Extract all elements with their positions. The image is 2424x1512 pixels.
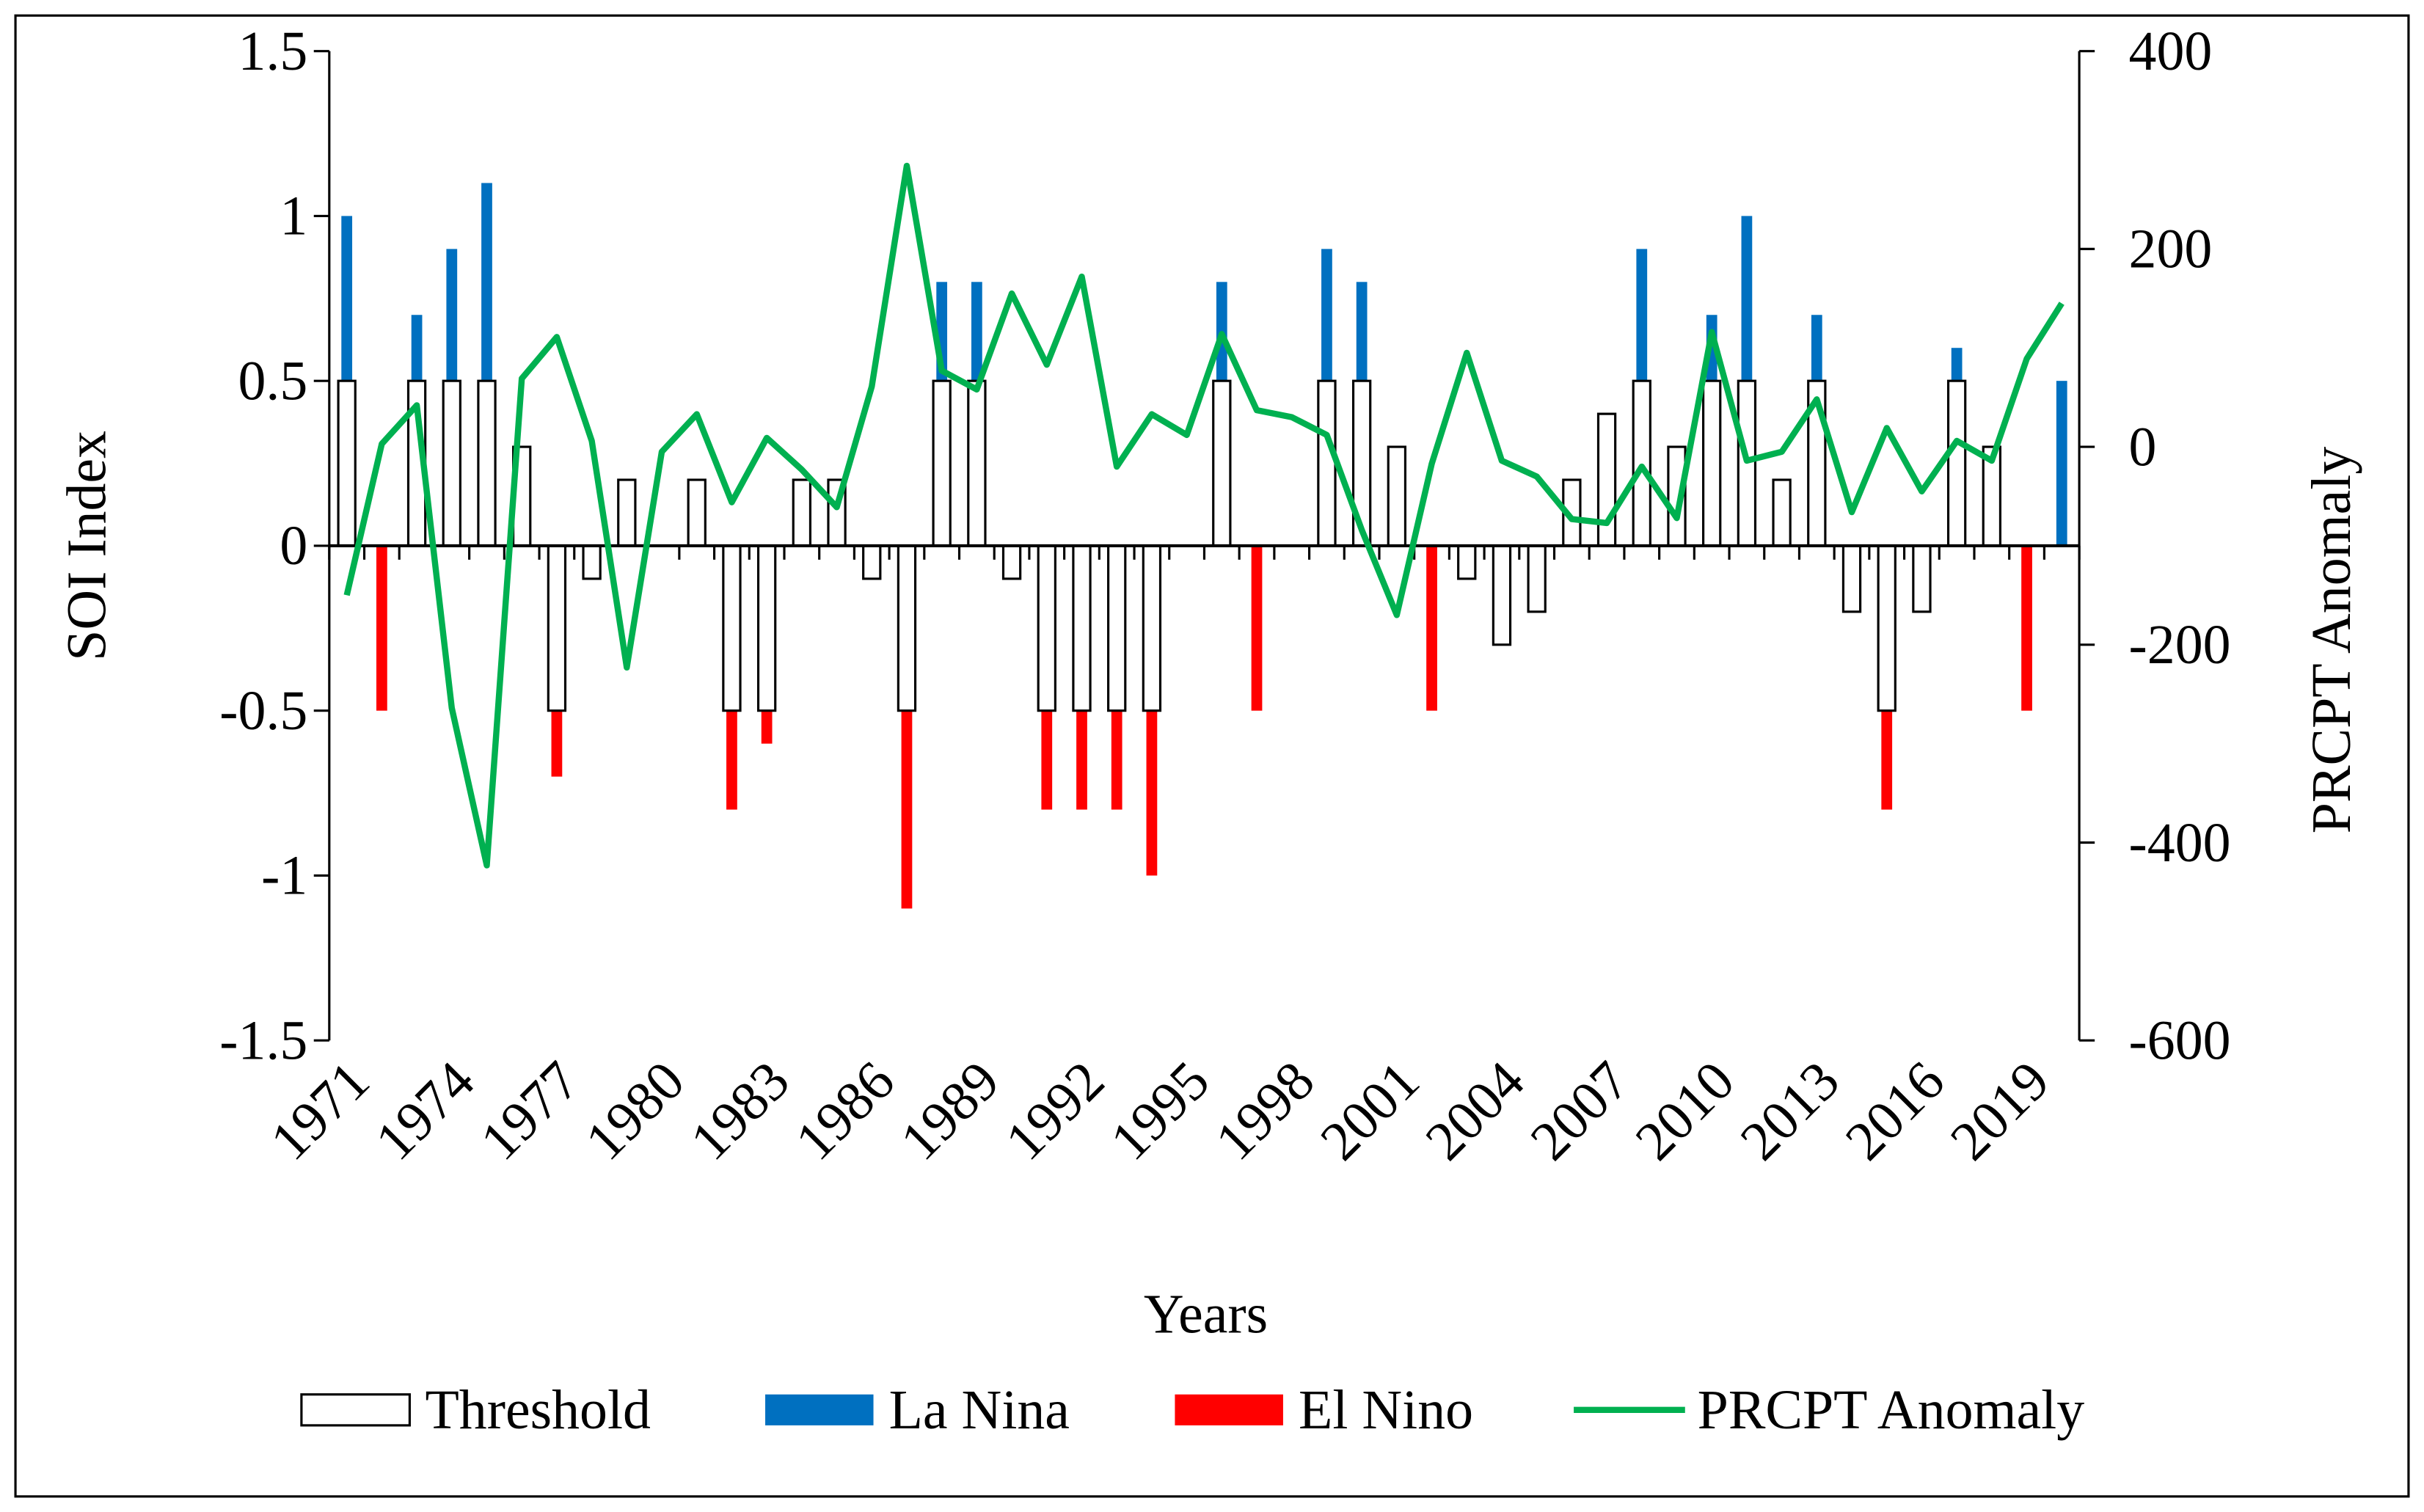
bar [897,544,917,712]
bar [1457,544,1477,580]
bar [687,478,707,547]
bar [617,478,637,547]
bar [1212,379,1232,547]
y-tick-label: 0.5 [238,350,308,412]
bar [1317,379,1337,547]
y2-tick-label: 0 [2129,416,2157,478]
y2-tick-label: 200 [2129,219,2213,280]
bar [1142,544,1162,712]
bar [337,379,357,547]
bar [1772,478,1792,547]
bar [2056,381,2067,546]
bar [2021,545,2032,711]
bar [792,478,812,547]
bar [442,379,461,547]
y2-tick-label: -200 [2129,614,2231,676]
bar [1426,545,1437,711]
line [343,162,2065,869]
bar [1072,544,1092,712]
bar [1877,544,1897,712]
y-tick-label: 0 [280,515,307,577]
legend-label: PRCPT Anomaly [1698,1379,2085,1441]
bar [1841,544,1862,613]
bar [1912,544,1932,613]
y2-tick-label: 400 [2129,21,2213,82]
legend-swatch [300,1393,411,1427]
bar [932,379,952,547]
frame [14,14,2410,1498]
bar [722,544,742,712]
bar [1702,379,1722,547]
bar [1251,545,1263,711]
bar [1492,544,1512,646]
bar [477,379,497,547]
bar [1037,544,1056,712]
legend-swatch [765,1394,874,1425]
y-tick-label: 1 [280,186,307,247]
bar [862,544,882,580]
bar [1001,544,1022,580]
y-axis-title: SOI Index [56,431,117,661]
x-axis-title: Years [1144,1283,1268,1345]
legend-label: Threshold [425,1379,651,1441]
legend-swatch [1175,1394,1283,1425]
bar [1387,445,1407,547]
legend-label: La Nina [889,1379,1070,1441]
bar [1946,379,1967,547]
y-tick-label: 1.5 [238,21,308,82]
y-tick-label: -0.5 [219,680,307,742]
bar [582,544,602,580]
bar [547,544,567,712]
bar [1107,544,1127,712]
bar [1527,544,1547,613]
y-tick-label: -1.5 [219,1010,307,1072]
bar [376,545,387,711]
y2-tick-label: -400 [2129,812,2231,874]
bar [967,379,987,547]
bar [756,544,777,712]
legend-label: El Nino [1299,1379,1473,1441]
y2-axis-title: PRCPT Anomaly [2301,447,2362,834]
y-tick-label: -1 [261,845,307,907]
y2-tick-label: -600 [2129,1010,2231,1072]
bar [1632,379,1651,547]
